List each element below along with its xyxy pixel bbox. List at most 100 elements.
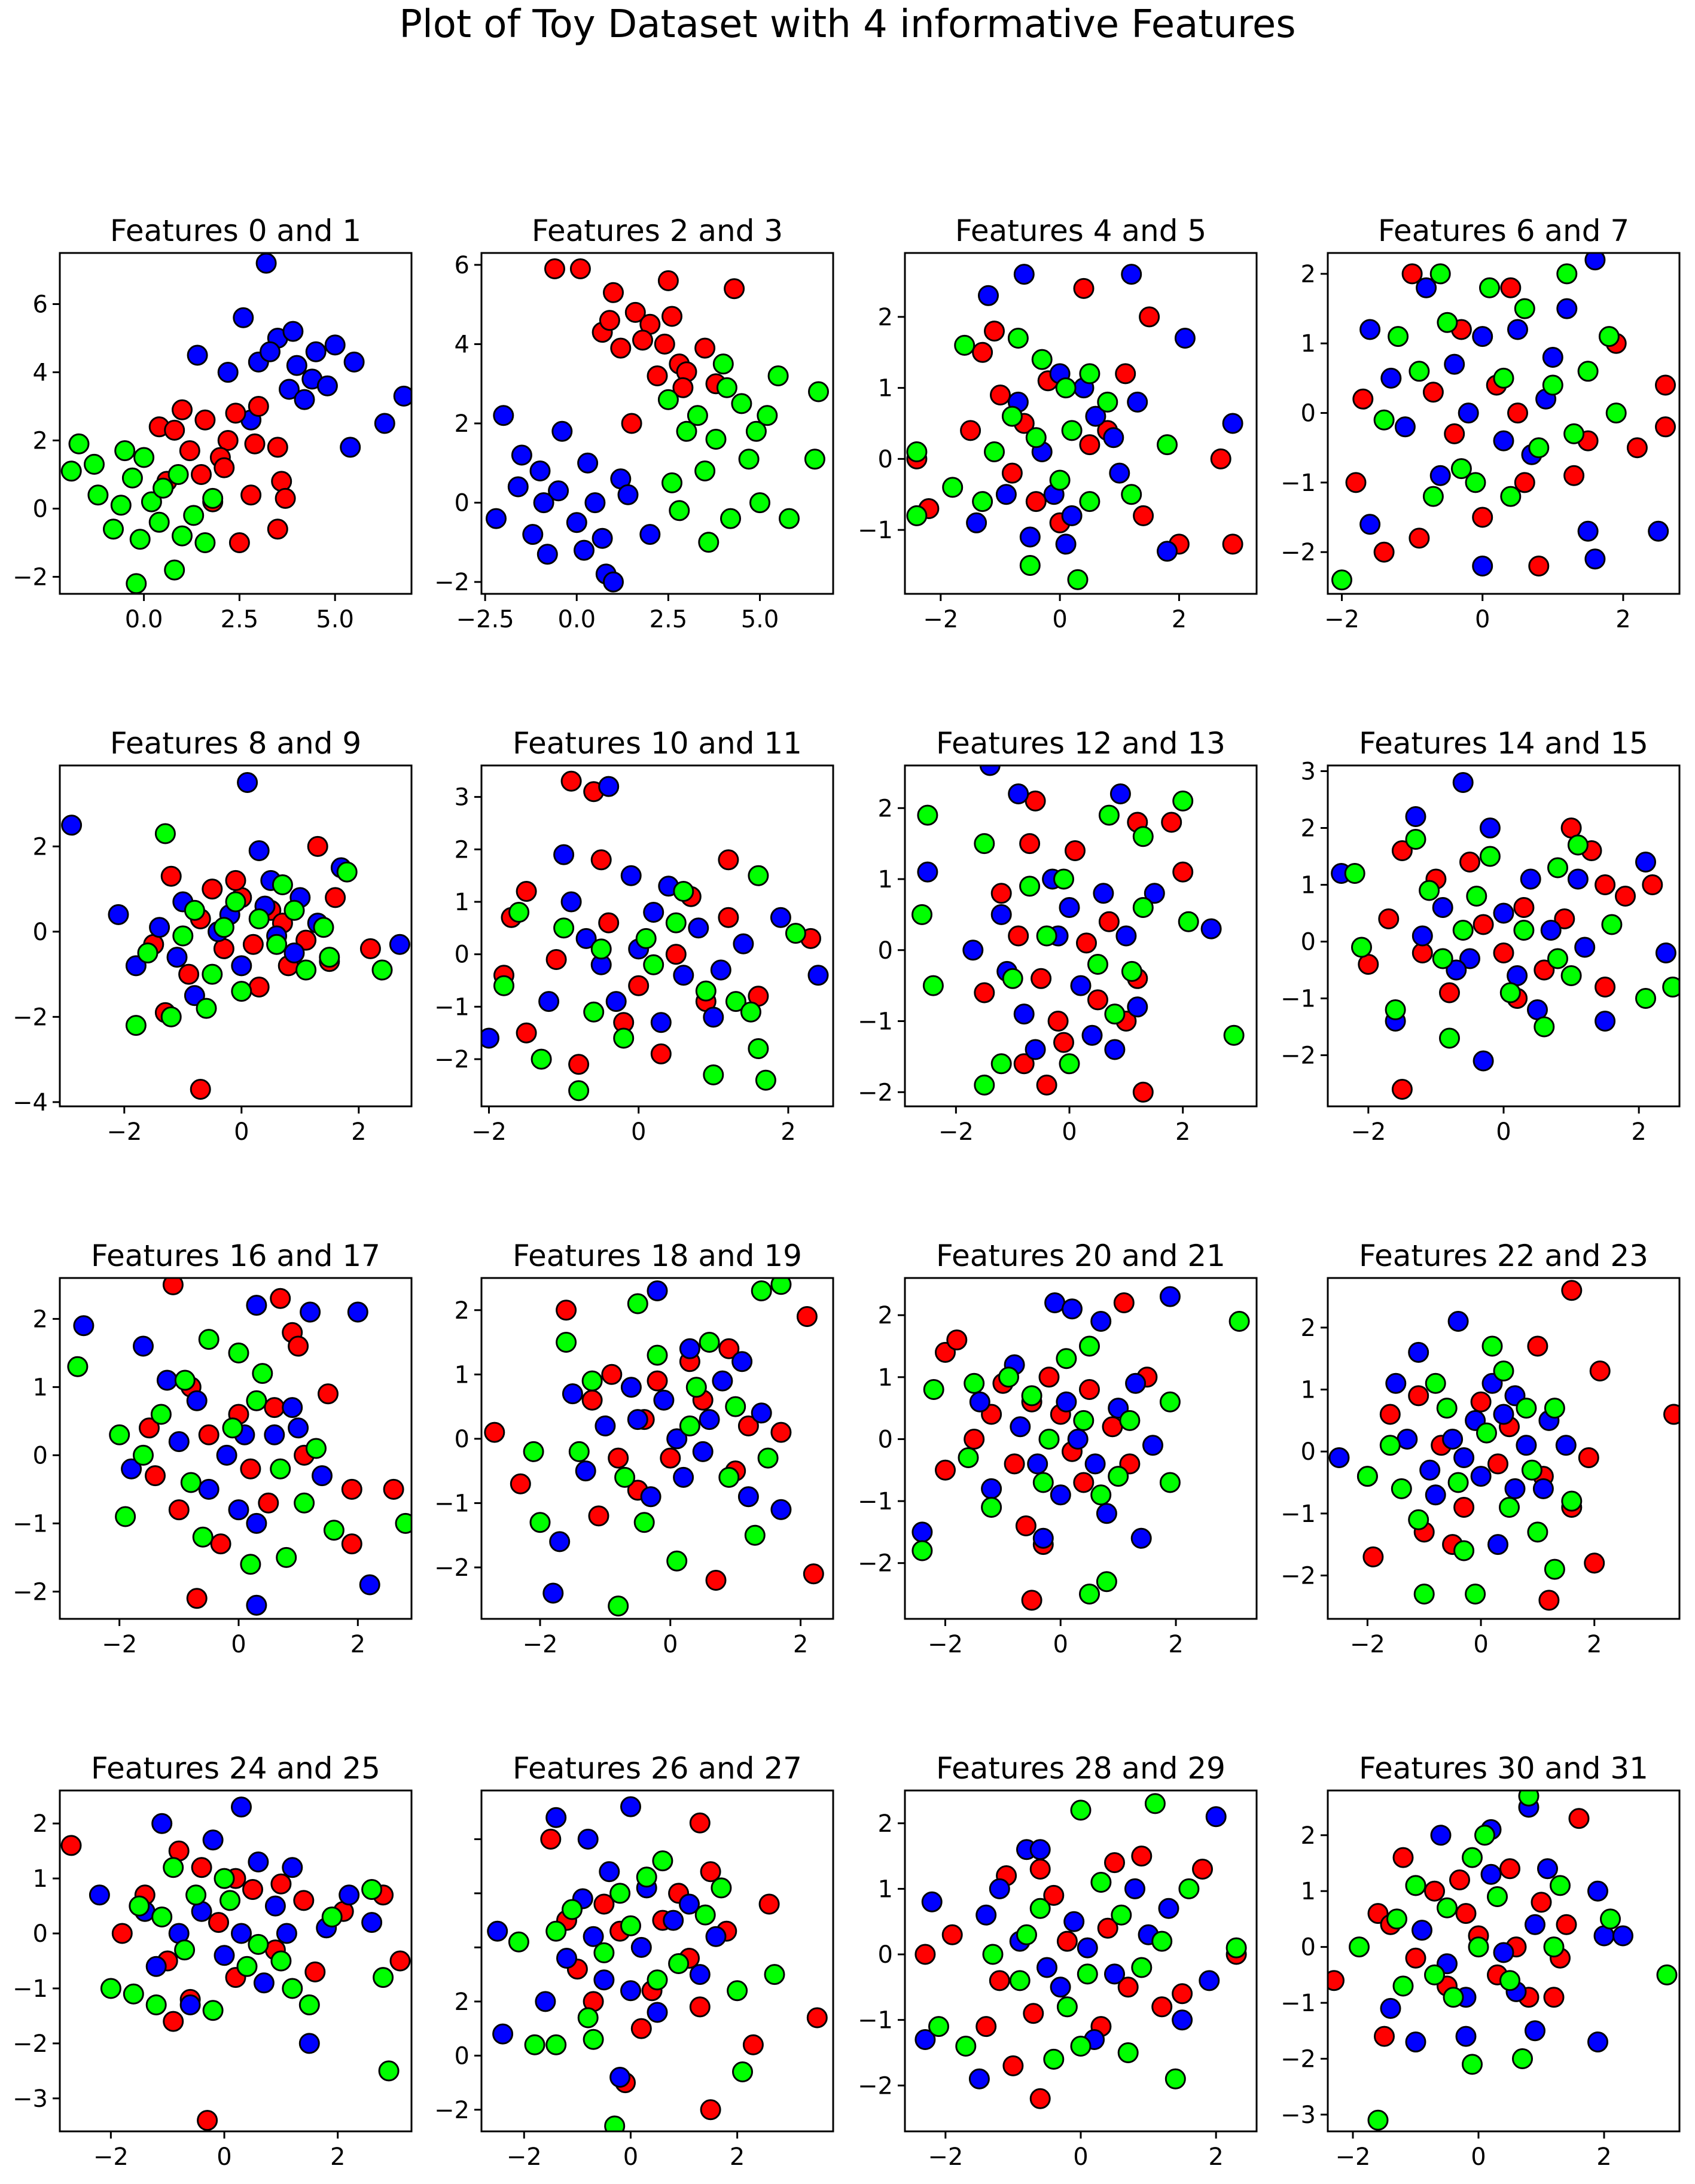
data-point <box>633 1512 655 1533</box>
y-tick-label: 0 <box>33 496 48 523</box>
data-point <box>751 1280 772 1301</box>
data-point <box>114 440 136 462</box>
data-point <box>110 495 132 516</box>
data-point <box>1059 897 1080 918</box>
data-point <box>214 457 235 478</box>
data-point <box>164 419 185 441</box>
data-point <box>168 1431 190 1453</box>
data-point <box>720 508 741 529</box>
figure-title: Plot of Toy Dataset with 4 informative F… <box>399 2 1296 47</box>
data-point <box>61 815 83 836</box>
data-point <box>1500 277 1522 298</box>
data-point <box>248 1851 269 1872</box>
points <box>487 1796 828 2131</box>
data-point <box>593 1969 615 1991</box>
data-point <box>240 484 262 506</box>
subplot-title: Features 2 and 3 <box>532 213 783 248</box>
data-point <box>1159 1286 1181 1307</box>
data-point <box>1537 1858 1558 1880</box>
data-point <box>1598 326 1620 347</box>
data-point <box>312 1465 333 1487</box>
data-point <box>1425 1372 1446 1394</box>
data-point <box>1544 1398 1565 1419</box>
data-point <box>1121 264 1142 285</box>
data-point <box>1380 1997 1401 2019</box>
data-point <box>1029 1839 1051 1860</box>
x-tick-label: 2 <box>793 1631 808 1658</box>
data-point <box>529 460 551 481</box>
y-tick-label: −1 <box>13 1975 48 2003</box>
data-point <box>1070 1799 1092 1821</box>
y-tick-label: 2 <box>33 833 48 861</box>
data-point <box>1577 361 1599 382</box>
data-point <box>145 1994 167 2015</box>
data-point <box>608 1596 629 1616</box>
data-point <box>168 1499 190 1521</box>
data-point <box>323 1520 345 1541</box>
data-point <box>1132 897 1154 918</box>
data-point <box>1159 1472 1181 1493</box>
x-tick-label: −2 <box>523 1631 558 1658</box>
data-point <box>305 341 327 362</box>
data-point <box>1635 988 1656 1009</box>
data-point <box>1422 486 1444 507</box>
data-point <box>1344 863 1365 884</box>
data-point <box>1534 1016 1555 1038</box>
data-point <box>1462 2054 1483 2075</box>
y-tick-label: 1 <box>1301 1377 1316 1404</box>
data-point <box>603 571 624 593</box>
data-point <box>1574 937 1596 958</box>
data-point <box>236 1956 258 1977</box>
y-tick-label: 6 <box>455 252 470 279</box>
data-point <box>1425 1484 1446 1506</box>
data-point <box>974 982 995 1003</box>
data-point <box>755 1069 776 1091</box>
data-point <box>1038 1429 1060 1450</box>
data-point <box>613 1027 635 1049</box>
data-point <box>271 471 292 492</box>
data-point <box>1439 982 1460 1003</box>
data-point <box>343 351 365 373</box>
data-point <box>700 1861 721 1883</box>
data-point <box>306 1438 327 1459</box>
data-point <box>523 1441 544 1462</box>
data-point <box>1079 363 1100 385</box>
data-point <box>705 429 727 450</box>
y-tick-label: −3 <box>13 2085 48 2113</box>
data-point <box>1527 1521 1548 1543</box>
data-point <box>1578 1447 1599 1468</box>
data-point <box>581 1389 603 1411</box>
data-point <box>1452 772 1474 793</box>
data-point <box>1200 918 1222 940</box>
points <box>1331 772 1679 1100</box>
data-point <box>1008 783 1029 804</box>
data-point <box>1053 868 1074 890</box>
data-point <box>283 899 305 921</box>
data-point <box>1004 1453 1025 1475</box>
data-point <box>1550 1875 1571 1896</box>
data-point <box>1443 1987 1464 2008</box>
data-point <box>1413 1584 1435 1605</box>
data-point <box>1561 1490 1583 1512</box>
x-tick-label: 0 <box>234 1118 249 1146</box>
data-point <box>1449 1869 1470 1890</box>
data-point <box>560 770 582 792</box>
data-point <box>1452 920 1474 941</box>
subplot-14: Features 28 and 29 −2 0 2 −2 −1 0 1 2 <box>858 1751 1258 2171</box>
data-point <box>770 1422 792 1443</box>
points <box>1328 1280 1679 1611</box>
data-point <box>225 870 246 891</box>
data-point <box>1077 1963 1098 1985</box>
data-point <box>535 1991 556 2012</box>
data-point <box>383 1478 404 1500</box>
data-point <box>1029 2088 1051 2109</box>
data-point <box>1472 326 1493 347</box>
data-point <box>184 985 205 1006</box>
data-point <box>1108 1466 1129 1487</box>
data-point <box>1104 1039 1126 1060</box>
y-tick-label: 0 <box>878 937 893 965</box>
data-point <box>1563 465 1585 486</box>
data-point <box>676 420 697 442</box>
data-point <box>89 1884 110 1906</box>
